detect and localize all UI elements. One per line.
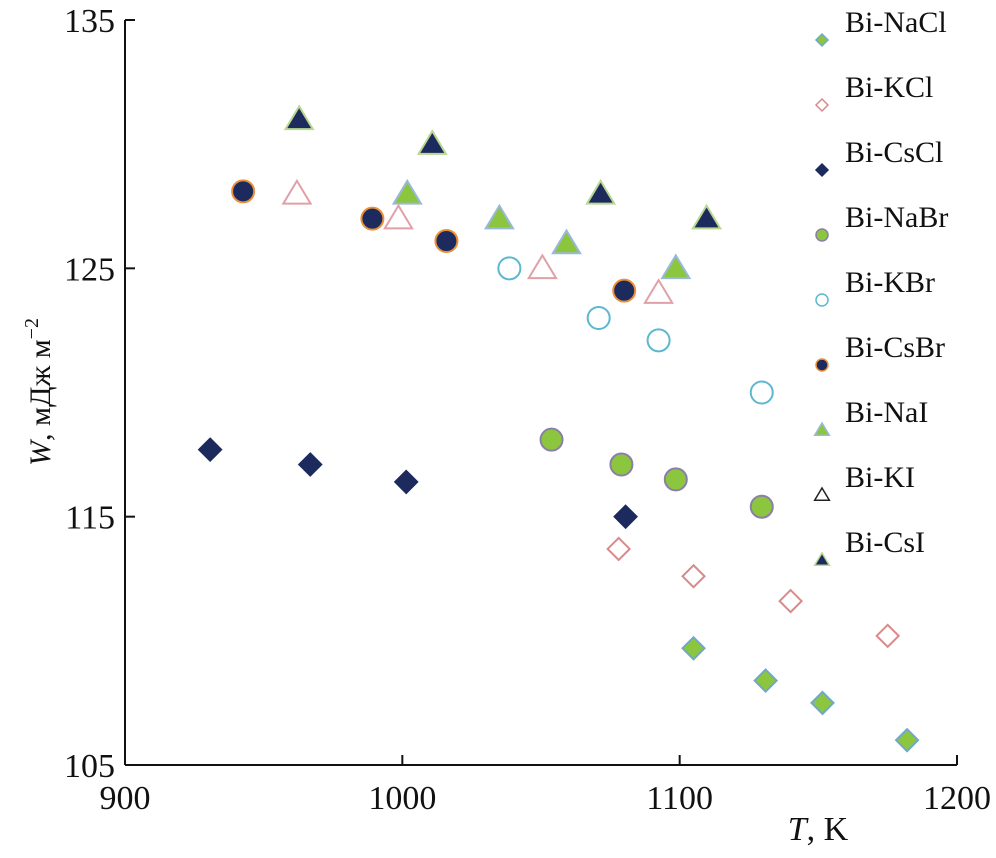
x-tick-label: 1200 — [923, 780, 991, 817]
data-point-bi-csbr — [434, 229, 459, 254]
y-tick-label: 105 — [64, 748, 115, 785]
data-point-bi-nabr — [663, 467, 688, 492]
series-bi-kbr — [497, 256, 774, 405]
legend-label: Bi-CsI — [845, 526, 925, 559]
data-point-bi-csbr — [612, 278, 637, 303]
legend-marker-bi-kbr — [815, 293, 829, 307]
data-point-bi-cscl — [393, 469, 419, 495]
data-point-bi-nabr — [609, 452, 634, 477]
axes — [124, 20, 957, 766]
legend-marker-bi-cscl — [814, 162, 830, 178]
x-axis-label: T, K — [788, 811, 849, 848]
data-point-bi-csi — [691, 203, 722, 230]
legend-label: Bi-NaCl — [845, 6, 947, 39]
legend-item-bi-csbr: Bi-CsBr — [815, 331, 945, 372]
legend-label: Bi-CsBr — [845, 331, 945, 364]
legend-item-bi-ki: Bi-KI — [813, 461, 915, 501]
data-point-bi-kcl — [875, 623, 901, 649]
x-tick-label: 1100 — [646, 780, 713, 817]
data-point-bi-nabr — [749, 494, 774, 519]
data-point-bi-kbr — [586, 306, 611, 330]
data-point-bi-csbr — [360, 206, 385, 231]
data-point-bi-csi — [416, 129, 448, 155]
data-point-bi-nabr — [539, 427, 564, 452]
legend-label: Bi-CsCl — [845, 136, 943, 169]
legend-label: Bi-NaBr — [845, 201, 948, 234]
data-point-bi-cscl — [297, 452, 323, 477]
data-point-bi-ki — [383, 203, 414, 230]
data-point-bi-kcl — [778, 588, 804, 614]
legend-marker-bi-ki — [813, 486, 831, 501]
legend-marker-bi-nai — [813, 421, 831, 436]
data-point-bi-nacl — [894, 727, 920, 753]
legend-item-bi-cscl: Bi-CsCl — [814, 136, 943, 178]
data-point-bi-ki — [526, 253, 558, 280]
legend-marker-bi-kcl — [814, 97, 830, 113]
data-point-bi-csi — [283, 104, 315, 131]
legend-marker-bi-csbr — [815, 358, 829, 372]
series-bi-kcl — [606, 536, 901, 649]
legend-item-bi-kcl: Bi-KCl — [814, 71, 933, 113]
y-axis-label: W, мДж м−2 — [21, 318, 57, 466]
data-point-bi-kbr — [497, 256, 522, 281]
data-point-bi-nai — [551, 228, 582, 255]
data-point-bi-csbr — [231, 179, 256, 204]
legend-label: Bi-KI — [845, 461, 915, 494]
x-tick-label: 900 — [100, 780, 151, 817]
series-bi-csi — [283, 104, 722, 230]
data-point-bi-kbr — [749, 380, 774, 405]
data-point-bi-kcl — [606, 536, 632, 562]
series-bi-nabr — [539, 427, 774, 519]
series-bi-nacl — [681, 635, 920, 753]
legend-item-bi-csi: Bi-CsI — [813, 526, 925, 566]
legend-label: Bi-NaI — [845, 396, 928, 429]
data-point-bi-nai — [483, 203, 515, 230]
legend-marker-bi-nabr — [815, 228, 829, 242]
data-point-bi-nacl — [753, 668, 779, 693]
data-point-bi-kcl — [681, 563, 706, 589]
data-point-bi-cscl — [197, 437, 223, 463]
series-bi-csbr — [231, 179, 637, 303]
legend-item-bi-nabr: Bi-NaBr — [815, 201, 948, 242]
legend-label: Bi-KBr — [845, 266, 935, 299]
legend-marker-bi-csi — [813, 551, 831, 566]
y-tick-label: 135 — [64, 3, 115, 40]
x-axis-label-unit: , K — [807, 811, 849, 848]
data-point-bi-nacl — [681, 635, 706, 661]
legend-label: Bi-KCl — [845, 71, 933, 104]
data-point-bi-ki — [281, 178, 313, 205]
y-axis-label-variable: W — [24, 438, 57, 466]
legend-item-bi-nai: Bi-NaI — [813, 396, 928, 436]
series-bi-ki — [281, 178, 675, 304]
legend-item-bi-nacl: Bi-NaCl — [814, 6, 947, 48]
data-point-bi-nai — [391, 178, 423, 205]
data-point-bi-kbr — [646, 328, 671, 353]
legend-marker-bi-nacl — [814, 32, 830, 48]
data-point-bi-nacl — [810, 690, 835, 716]
y-axis-label-exponent: −2 — [21, 318, 43, 339]
legend-item-bi-kbr: Bi-KBr — [815, 266, 935, 307]
y-tick-label: 125 — [64, 251, 115, 288]
y-tick-label: 115 — [65, 500, 115, 537]
y-axis-label-unit: , мДж м — [24, 339, 57, 441]
data-point-bi-ki — [643, 278, 675, 304]
x-tick-label: 1000 — [368, 780, 436, 817]
series-bi-cscl — [197, 437, 639, 530]
data-point-bi-nai — [660, 253, 692, 280]
series-bi-nai — [391, 178, 692, 280]
data-point-bi-cscl — [613, 504, 639, 530]
data-point-bi-csi — [585, 178, 617, 205]
x-axis-label-variable: T — [788, 811, 809, 848]
